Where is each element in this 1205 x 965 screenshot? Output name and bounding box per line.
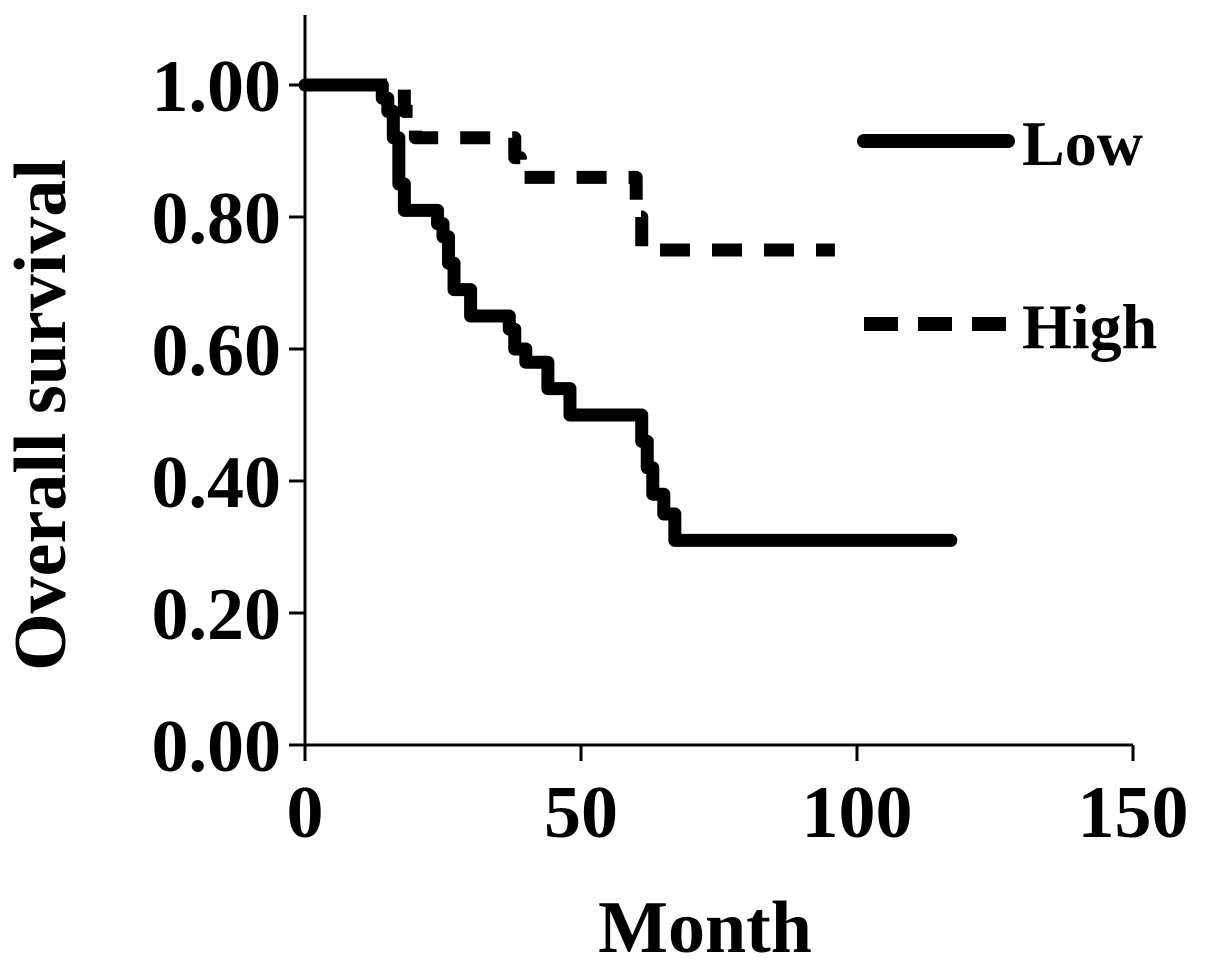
y-tick-label: 1.00 bbox=[152, 46, 282, 128]
x-axis-title: Month bbox=[598, 887, 812, 965]
series-line-low bbox=[298, 78, 958, 547]
x-tick-label: 0 bbox=[287, 772, 324, 854]
y-tick-label: 0.20 bbox=[152, 574, 282, 656]
y-tick-label: 0.40 bbox=[152, 442, 282, 524]
axes bbox=[303, 15, 1133, 747]
x-tick-label: 100 bbox=[802, 772, 913, 854]
y-tick-label: 0.00 bbox=[152, 706, 282, 788]
y-tick-label: 0.60 bbox=[152, 310, 282, 392]
series-line-high bbox=[305, 78, 835, 257]
series-lines bbox=[298, 78, 958, 547]
y-axis-title: Overall survival bbox=[0, 159, 82, 671]
legend: Low High bbox=[857, 108, 1157, 362]
x-tick-label: 50 bbox=[544, 772, 618, 854]
x-tick-label: 150 bbox=[1078, 772, 1189, 854]
tick-marks: 0.00 0.20 0.40 0.60 0.80 1.00 0 50 100 150 bbox=[152, 46, 1189, 854]
y-tick-label: 0.80 bbox=[152, 178, 282, 260]
legend-label-high: High bbox=[1022, 291, 1157, 362]
legend-label-low: Low bbox=[1022, 108, 1143, 179]
